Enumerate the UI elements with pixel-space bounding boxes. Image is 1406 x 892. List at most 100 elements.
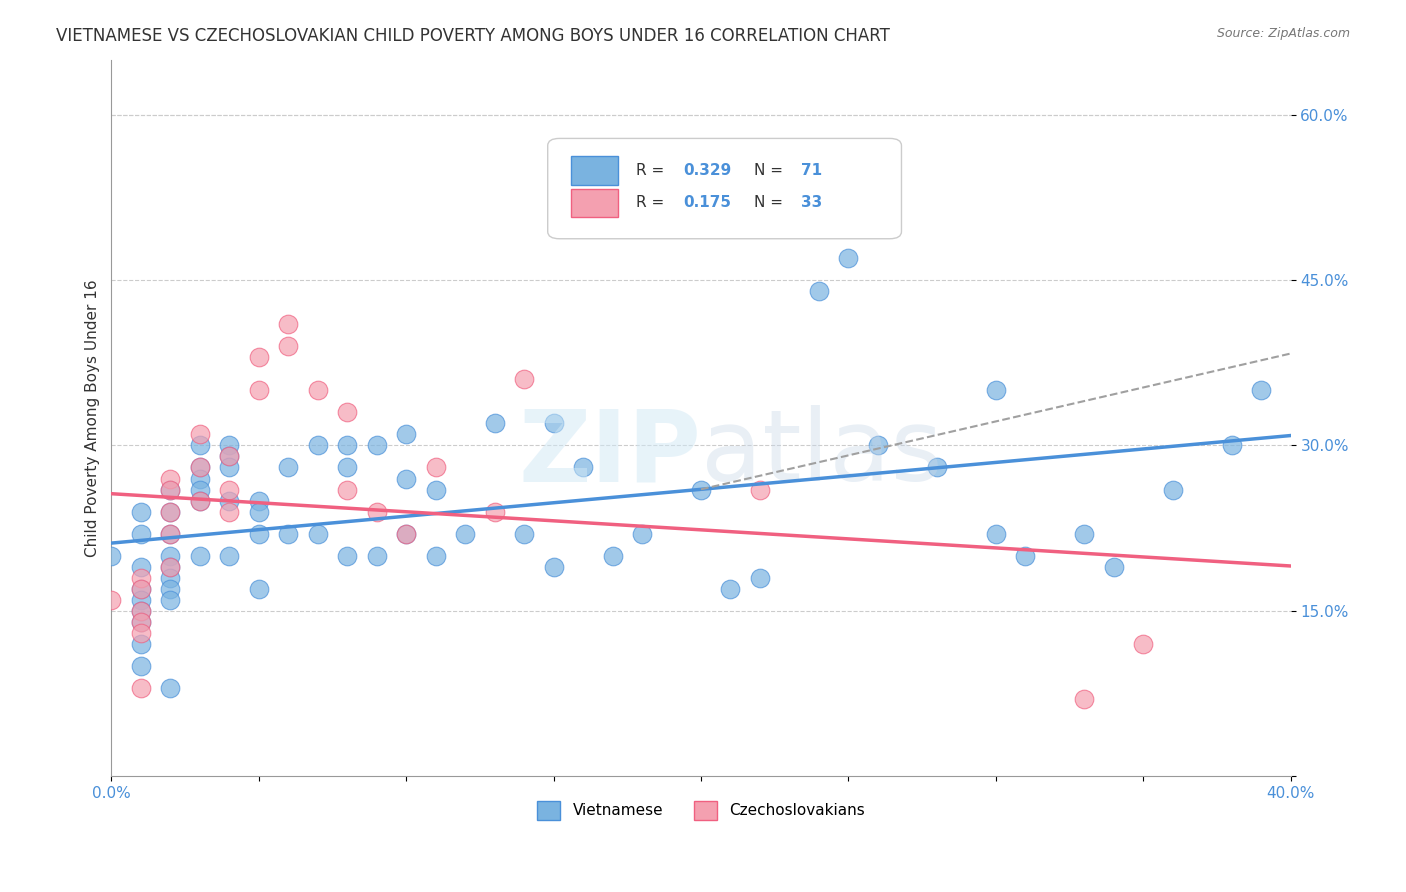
- Bar: [571, 156, 619, 185]
- Point: [188, 427, 211, 442]
- Point: [159, 549, 181, 563]
- Text: R =: R =: [636, 195, 669, 211]
- Point: [1250, 384, 1272, 398]
- Point: [129, 615, 152, 629]
- Legend: Vietnamese, Czechoslovakians: Vietnamese, Czechoslovakians: [531, 795, 870, 826]
- Point: [218, 460, 240, 475]
- Point: [129, 659, 152, 673]
- Point: [159, 582, 181, 596]
- Point: [129, 681, 152, 695]
- Point: [336, 549, 359, 563]
- Point: [425, 549, 447, 563]
- Point: [247, 493, 270, 508]
- Point: [129, 582, 152, 596]
- Text: 71: 71: [801, 163, 823, 178]
- Point: [247, 526, 270, 541]
- Point: [218, 549, 240, 563]
- Text: Source: ZipAtlas.com: Source: ZipAtlas.com: [1216, 27, 1350, 40]
- Point: [837, 251, 859, 265]
- Point: [159, 505, 181, 519]
- Point: [484, 505, 506, 519]
- Point: [336, 460, 359, 475]
- Point: [247, 582, 270, 596]
- Point: [336, 438, 359, 452]
- Point: [572, 460, 595, 475]
- Point: [100, 592, 122, 607]
- Point: [543, 417, 565, 431]
- Point: [543, 559, 565, 574]
- Y-axis label: Child Poverty Among Boys Under 16: Child Poverty Among Boys Under 16: [86, 279, 100, 557]
- Point: [159, 483, 181, 497]
- Point: [159, 505, 181, 519]
- Point: [188, 493, 211, 508]
- Point: [1073, 526, 1095, 541]
- Point: [395, 526, 418, 541]
- Text: 0.175: 0.175: [683, 195, 731, 211]
- Point: [129, 505, 152, 519]
- Bar: [571, 188, 619, 218]
- Point: [602, 549, 624, 563]
- Point: [307, 526, 329, 541]
- Point: [159, 471, 181, 485]
- Point: [395, 526, 418, 541]
- Point: [218, 450, 240, 464]
- Point: [159, 559, 181, 574]
- Point: [307, 438, 329, 452]
- Point: [188, 483, 211, 497]
- Point: [100, 549, 122, 563]
- Point: [159, 559, 181, 574]
- Point: [218, 438, 240, 452]
- Point: [807, 284, 830, 298]
- Point: [159, 526, 181, 541]
- Point: [218, 450, 240, 464]
- FancyBboxPatch shape: [548, 138, 901, 239]
- Point: [425, 483, 447, 497]
- Point: [129, 615, 152, 629]
- Point: [159, 681, 181, 695]
- Point: [631, 526, 654, 541]
- Point: [1161, 483, 1184, 497]
- Point: [247, 384, 270, 398]
- Point: [720, 582, 742, 596]
- Text: N =: N =: [754, 163, 787, 178]
- Point: [129, 559, 152, 574]
- Text: N =: N =: [754, 195, 787, 211]
- Point: [984, 526, 1007, 541]
- Point: [366, 438, 388, 452]
- Point: [1102, 559, 1125, 574]
- Point: [1220, 438, 1243, 452]
- Point: [395, 471, 418, 485]
- Point: [129, 637, 152, 651]
- Point: [336, 483, 359, 497]
- Point: [513, 526, 536, 541]
- Point: [277, 460, 299, 475]
- Point: [336, 405, 359, 419]
- Point: [218, 505, 240, 519]
- Point: [129, 571, 152, 585]
- Point: [129, 592, 152, 607]
- Point: [188, 460, 211, 475]
- Point: [188, 460, 211, 475]
- Point: [925, 460, 948, 475]
- Point: [247, 351, 270, 365]
- Point: [129, 526, 152, 541]
- Point: [277, 339, 299, 353]
- Point: [513, 372, 536, 386]
- Point: [307, 384, 329, 398]
- Point: [454, 526, 477, 541]
- Point: [218, 493, 240, 508]
- Point: [129, 625, 152, 640]
- Point: [395, 427, 418, 442]
- Point: [866, 438, 889, 452]
- Point: [1014, 549, 1036, 563]
- Point: [690, 483, 713, 497]
- Point: [749, 483, 772, 497]
- Text: 33: 33: [801, 195, 823, 211]
- Point: [129, 582, 152, 596]
- Text: 0.329: 0.329: [683, 163, 731, 178]
- Point: [159, 571, 181, 585]
- Point: [984, 384, 1007, 398]
- Text: atlas: atlas: [702, 405, 942, 502]
- Point: [188, 549, 211, 563]
- Text: VIETNAMESE VS CZECHOSLOVAKIAN CHILD POVERTY AMONG BOYS UNDER 16 CORRELATION CHAR: VIETNAMESE VS CZECHOSLOVAKIAN CHILD POVE…: [56, 27, 890, 45]
